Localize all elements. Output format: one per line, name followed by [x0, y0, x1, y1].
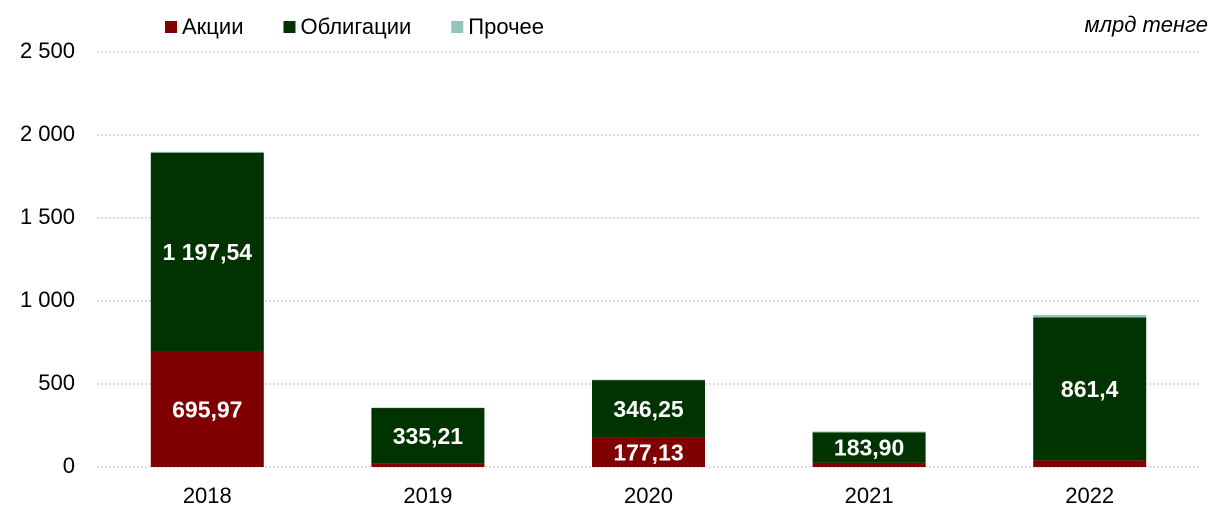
value-label: 335,21: [393, 423, 464, 449]
value-label: 177,13: [613, 439, 683, 465]
unit-label: млрд тенге: [1084, 12, 1208, 37]
bar-segment: [371, 408, 485, 464]
bar-segment: [150, 151, 264, 153]
value-label: 1 197,54: [163, 239, 253, 265]
value-label: 183,90: [834, 435, 904, 461]
bar-segment: [812, 431, 926, 433]
bar-segment: [592, 380, 705, 438]
bar-segment: [812, 432, 926, 463]
legend-swatch: [451, 21, 464, 33]
value-label: 346,25: [613, 396, 684, 422]
y-tick-label: 1 000: [20, 287, 75, 312]
x-tick-label: 2018: [183, 483, 232, 508]
y-tick-label: 0: [63, 453, 75, 478]
legend-label: Облигации: [300, 14, 411, 39]
legend-swatch: [165, 21, 177, 33]
legend-label: Акции: [182, 14, 243, 39]
x-tick-label: 2022: [1065, 483, 1114, 508]
x-tick-label: 2021: [845, 483, 894, 508]
bar-segment: [150, 152, 264, 352]
legend-swatch: [283, 21, 296, 33]
y-tick-label: 2 000: [20, 121, 75, 146]
legend-label: Прочее: [468, 14, 544, 39]
bar-segment: [150, 351, 264, 467]
y-tick-label: 1 500: [20, 204, 75, 229]
bar-segment: [1033, 460, 1147, 467]
bar-segment: [812, 462, 926, 467]
value-label: 861,4: [1061, 376, 1119, 402]
bar-segment: [1033, 314, 1147, 318]
x-tick-label: 2020: [624, 483, 673, 508]
value-label: 695,97: [172, 396, 242, 422]
bar-segment: [371, 463, 485, 467]
y-tick-label: 500: [38, 370, 75, 395]
bar-segment: [1033, 317, 1147, 461]
bar-segment: [592, 437, 705, 467]
y-tick-label: 2 500: [20, 38, 75, 63]
x-tick-label: 2019: [403, 483, 452, 508]
